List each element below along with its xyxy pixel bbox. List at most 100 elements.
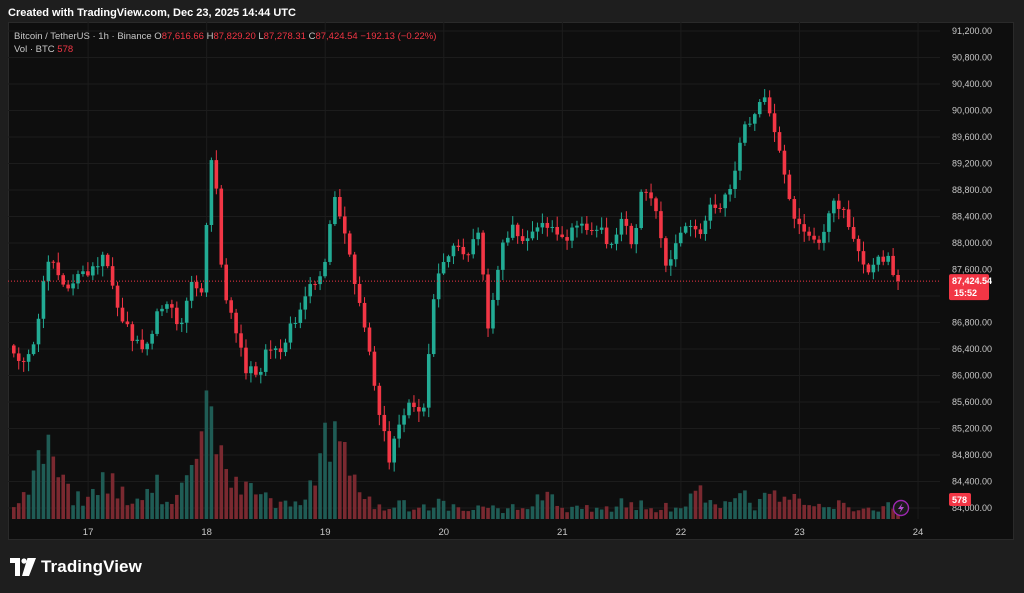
candle-body [787, 174, 792, 200]
markers: 87,424.54 15:52 578 [8, 274, 992, 517]
candle-body [782, 150, 787, 175]
volume-bar [273, 508, 278, 519]
candle-body [150, 333, 154, 344]
candle-body [471, 239, 476, 255]
candle-body [179, 322, 184, 325]
candle-body [827, 213, 831, 232]
volume-bar [194, 458, 199, 519]
candle-body [66, 284, 70, 289]
volume-bar [560, 507, 564, 519]
candle-body [896, 274, 900, 282]
candle-body [466, 254, 471, 256]
price-tick-label: 90,000.00 [952, 106, 992, 116]
candle-body [342, 216, 347, 234]
candle-body [254, 366, 258, 375]
candle-body [594, 229, 599, 231]
candle-body [624, 218, 629, 226]
volume-bar [333, 421, 337, 519]
candle-body [135, 339, 140, 341]
candle-body [520, 236, 525, 242]
volume-bar [244, 481, 248, 519]
volume-bar [832, 508, 836, 519]
candle-body [491, 299, 495, 329]
high-label: H [206, 31, 214, 42]
volume-bar [16, 503, 21, 519]
candle-body [772, 113, 777, 133]
volume-bar [100, 472, 105, 519]
lightning-icon[interactable] [892, 499, 910, 517]
volume-bar [649, 508, 653, 519]
volume-bar [338, 441, 342, 519]
volume-bar [555, 505, 559, 519]
price-tick-label: 86,800.00 [952, 318, 992, 328]
candle-body [639, 191, 643, 229]
candle-body [515, 224, 520, 237]
volume-bar [189, 465, 194, 519]
volume-bar [209, 406, 214, 519]
candle-body [100, 254, 105, 267]
volume-bar [41, 463, 46, 519]
volume-bar [550, 494, 555, 519]
volume-bar [76, 491, 80, 519]
time-tick-label: 18 [201, 527, 212, 538]
candle-body [708, 204, 713, 221]
candle-body [392, 438, 396, 463]
volume-bar [817, 503, 821, 519]
volume-bar [599, 509, 604, 519]
volume-bar [402, 500, 406, 519]
volume-bar [743, 490, 747, 519]
volume-bar [175, 494, 179, 519]
volume-bar [678, 508, 683, 519]
price-tick-label: 90,400.00 [952, 79, 992, 89]
candle-body [189, 281, 194, 301]
volume-bar [412, 509, 416, 519]
candle-body [214, 160, 219, 189]
candlestick-chart[interactable]: 84,000.00 84,400.00 84,800.00 85,200.00 85,6… [8, 22, 1014, 540]
price-tick-label: 89,200.00 [952, 159, 992, 169]
volume-bar [293, 501, 298, 519]
volume-bar [204, 390, 209, 519]
candle-body [585, 223, 589, 231]
time-tick-label: 17 [83, 527, 94, 538]
volume-bar [491, 505, 495, 519]
volume-bar [545, 491, 550, 519]
candle-body [184, 300, 189, 323]
volume-bar [846, 507, 851, 519]
candle-body [664, 238, 668, 266]
volume-bar [46, 434, 51, 519]
candle-body [718, 207, 723, 209]
volume-tag-bg [949, 493, 971, 506]
candle-body [323, 261, 327, 277]
candle-body [881, 256, 886, 262]
volume-bar [150, 492, 154, 519]
candle-body [738, 142, 742, 171]
volume-bar [827, 507, 831, 519]
created-with-banner: Created with TradingView.com, Dec 23, 20… [8, 7, 296, 19]
candle-body [748, 123, 752, 125]
candle-body [352, 254, 357, 285]
volume-bar [288, 506, 293, 519]
candle-body [486, 274, 490, 329]
volume-bar [229, 487, 233, 519]
volume-value: 578 [57, 44, 74, 55]
volume-bar [520, 508, 525, 519]
volume-bar [753, 510, 757, 519]
volume-bar [313, 485, 317, 519]
candle-body [308, 284, 312, 297]
brand-logo[interactable]: TradingView [10, 557, 142, 577]
candle-body [851, 227, 856, 239]
volume-bar [723, 501, 727, 519]
volume-bar [135, 498, 140, 519]
candle-body [496, 269, 500, 300]
candle-body [797, 218, 802, 225]
candle-body [21, 360, 26, 362]
volume-bar [91, 488, 95, 519]
candle-body [259, 371, 263, 375]
price-tick-label: 84,400.00 [952, 477, 992, 487]
volume-bar [703, 502, 708, 519]
volume-bar [634, 510, 639, 519]
volume-bar [501, 513, 505, 519]
candle-body [41, 281, 46, 319]
last-price-tag[interactable]: 87,424.54 15:52 [949, 274, 992, 301]
candle-body [565, 237, 569, 241]
